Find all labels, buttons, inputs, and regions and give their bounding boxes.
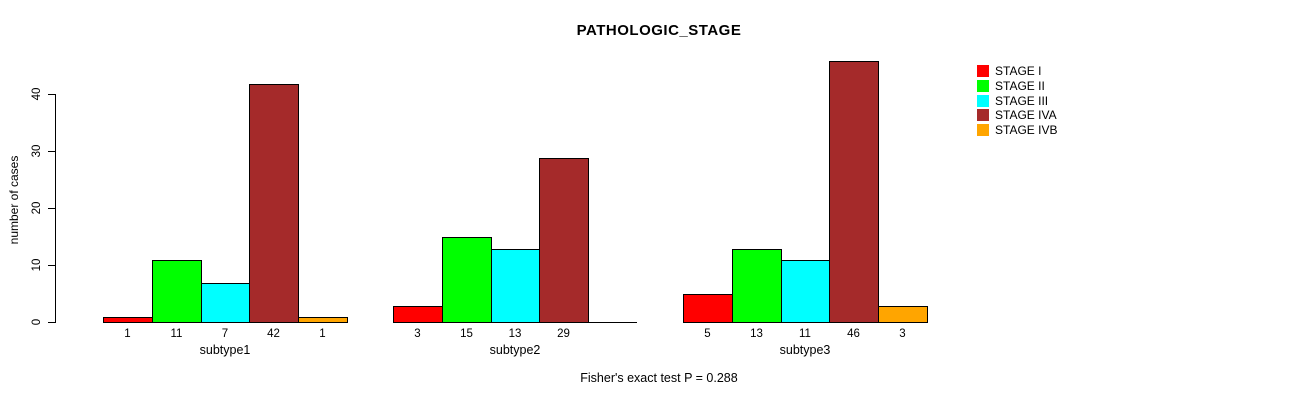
bar-value-label: 1 xyxy=(319,328,326,340)
annotation-text: Fisher's exact test P = 0.288 xyxy=(580,371,738,385)
y-axis-tick xyxy=(48,151,55,152)
bar-value-label: 11 xyxy=(170,328,183,340)
chart-title: PATHOLOGIC_STAGE xyxy=(576,22,742,39)
y-axis-tick xyxy=(48,208,55,209)
category-label: subtype3 xyxy=(779,343,831,357)
legend-swatch xyxy=(977,95,989,107)
y-axis-tick xyxy=(48,265,55,266)
bar-subtype3-stage-iva xyxy=(829,61,879,323)
bar-subtype3-stage-ii xyxy=(732,249,782,323)
bar-subtype1-stage-ii xyxy=(152,260,202,323)
bar-subtype3-stage-ivb xyxy=(878,306,928,323)
legend-label: STAGE IVB xyxy=(995,123,1058,137)
y-tick-label: 10 xyxy=(31,258,43,272)
bar-subtype1-stage-iii xyxy=(201,283,250,323)
bar-value-label: 1 xyxy=(124,328,131,340)
bar-subtype1-stage-iva xyxy=(249,84,299,323)
legend-label: STAGE II xyxy=(995,79,1045,93)
bar-value-label: 46 xyxy=(847,328,860,340)
bar-value-label: 15 xyxy=(460,328,473,340)
y-axis-line xyxy=(55,94,56,323)
bar-subtype2-stage-iva xyxy=(539,158,589,323)
bar-subtype1-stage-ivb xyxy=(298,317,348,323)
legend-label: STAGE IVA xyxy=(995,108,1057,122)
y-axis-tick xyxy=(48,322,55,323)
legend-swatch xyxy=(977,80,989,92)
bar-value-label: 13 xyxy=(508,328,522,340)
y-tick-label: 40 xyxy=(31,87,43,101)
bar-value-label: 3 xyxy=(414,328,421,340)
legend-label: STAGE III xyxy=(995,94,1049,108)
bar-subtype2-stage-ii xyxy=(442,237,492,323)
bar-value-label: 11 xyxy=(799,328,811,340)
legend-swatch xyxy=(977,109,989,121)
bar-subtype1-stage-i xyxy=(103,317,153,323)
legend-label: STAGE I xyxy=(995,64,1042,78)
bar-value-label: 3 xyxy=(899,328,906,340)
bar-value-label: 13 xyxy=(750,328,763,340)
bar-value-label: 29 xyxy=(557,328,570,340)
legend-swatch xyxy=(977,65,989,77)
bar-subtype3-stage-iii xyxy=(781,260,830,323)
bar-subtype2-stage-i xyxy=(393,306,443,323)
bar-subtype2-stage-iii xyxy=(491,249,540,323)
bar-subtype3-stage-i xyxy=(683,294,733,323)
y-axis-tick xyxy=(48,94,55,95)
y-tick-label: 0 xyxy=(31,318,43,326)
y-tick-label: 30 xyxy=(31,144,43,158)
category-label: subtype1 xyxy=(199,343,251,357)
legend-swatch xyxy=(977,124,989,136)
y-tick-label: 20 xyxy=(31,201,43,215)
bar-value-label: 5 xyxy=(704,328,711,340)
bar-value-label: 42 xyxy=(267,328,280,340)
category-label: subtype2 xyxy=(489,343,541,357)
bar-value-label: 7 xyxy=(221,328,229,340)
y-axis-label: number of cases xyxy=(7,155,21,245)
